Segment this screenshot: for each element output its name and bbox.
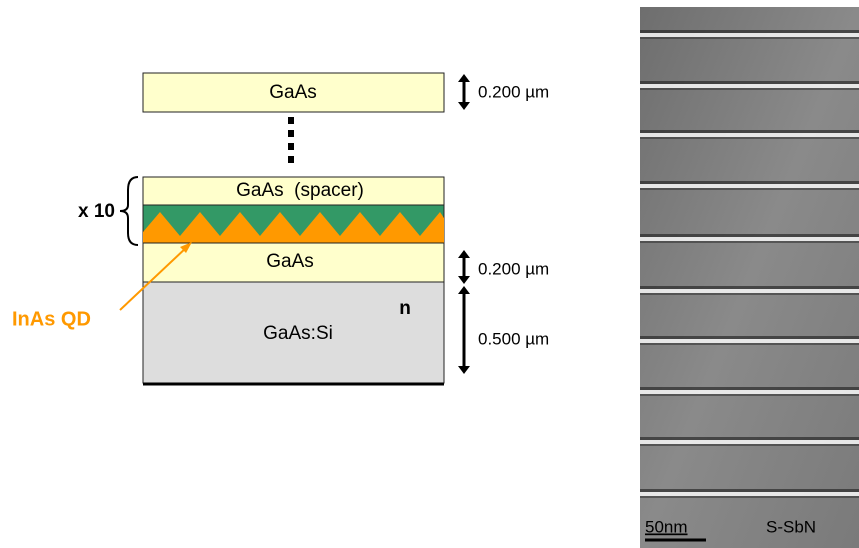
stripe [640, 286, 859, 289]
stripe [640, 30, 859, 33]
stripe [640, 496, 859, 498]
repeat-brace [120, 177, 138, 245]
stripe [640, 390, 859, 394]
stripe [640, 181, 859, 184]
stripe [640, 234, 859, 237]
stripe [640, 336, 859, 339]
thickness-label: 0.200 µm [478, 259, 549, 278]
layer-label: GaAs [266, 251, 314, 272]
tem-image: 50nm S-SbN [640, 7, 859, 548]
sample-label: S-SbN [766, 517, 816, 536]
thickness-label: 0.200 µm [478, 82, 549, 101]
stripe [640, 489, 859, 492]
stripe [640, 339, 859, 343]
stripe [640, 130, 859, 133]
stripe [640, 137, 859, 139]
stripe [640, 237, 859, 241]
stripe [640, 184, 859, 188]
layer-diagram: GaAs GaAs (spacer) GaAs GaAs:Si n 0.200 … [12, 73, 549, 384]
stripe [640, 81, 859, 84]
stripe [640, 188, 859, 190]
qd-label: InAs QD [12, 308, 91, 330]
stripe [640, 492, 859, 496]
layer-label: GaAs (spacer) [236, 180, 364, 201]
layer-label: GaAs:Si [263, 323, 333, 344]
stripe [640, 293, 859, 295]
doping-label: n [399, 298, 411, 319]
stripe [640, 387, 859, 390]
scale-bar-label: 50nm [645, 517, 688, 536]
layer-label: GaAs [269, 82, 317, 103]
stripe [640, 394, 859, 396]
stripe [640, 343, 859, 345]
thickness-arrows [458, 74, 470, 374]
page: GaAs GaAs (spacer) GaAs GaAs:Si n 0.200 … [0, 0, 859, 548]
stripe [640, 133, 859, 137]
stripe [640, 437, 859, 440]
stripe [640, 88, 859, 90]
repeat-label: x 10 [78, 201, 115, 222]
stripe [640, 444, 859, 446]
stripe [640, 37, 859, 39]
stripe [640, 440, 859, 444]
thickness-label: 0.500 µm [478, 329, 549, 348]
stripe [640, 33, 859, 37]
stripe [640, 84, 859, 88]
stripe [640, 241, 859, 243]
stripe [640, 289, 859, 293]
